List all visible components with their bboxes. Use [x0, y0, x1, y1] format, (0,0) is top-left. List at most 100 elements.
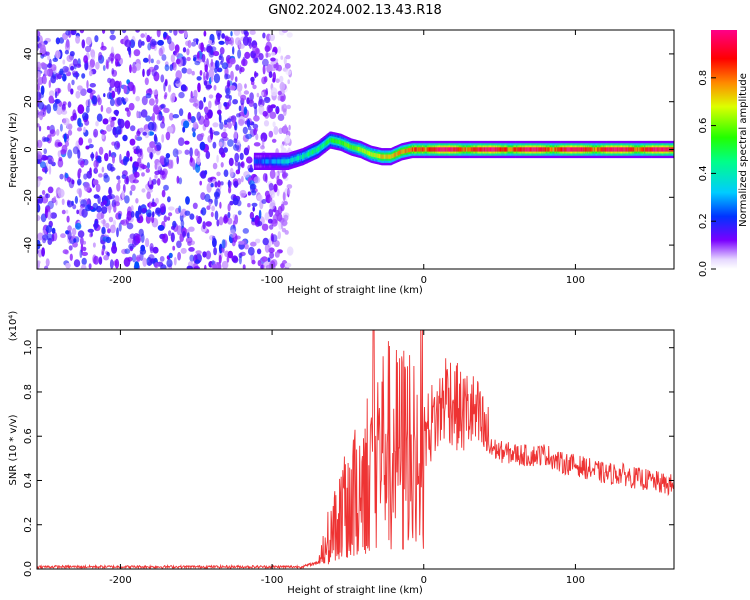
- heatmap-cell: [275, 209, 280, 217]
- heatmap-cell: [556, 147, 559, 152]
- heatmap-cell: [269, 111, 277, 120]
- heatmap-cell: [52, 57, 59, 63]
- heatmap-cell: [65, 30, 71, 36]
- heatmap-cell: [164, 92, 168, 98]
- heatmap-cell: [47, 186, 54, 194]
- colorbar-ticks: 0.0 0.2 0.4 0.6 0.8: [698, 70, 716, 277]
- heatmap-cell: [536, 147, 539, 152]
- heatmap-cell: [167, 196, 171, 203]
- heatmap-cell: [334, 138, 336, 143]
- heatmap-cell: [657, 147, 659, 152]
- heatmap-cell: [229, 85, 236, 91]
- heatmap-cell: [402, 149, 404, 154]
- heatmap-cell: [245, 133, 253, 140]
- heatmap-cell: [149, 184, 154, 190]
- heatmap-cell: [356, 146, 358, 151]
- heatmap-cell: [230, 115, 237, 123]
- heatmap-cell: [232, 143, 240, 151]
- heatmap-cell: [37, 123, 40, 128]
- heatmap-cell: [260, 159, 262, 164]
- heatmap-cell: [208, 94, 214, 99]
- heatmap-cell: [48, 58, 52, 68]
- heatmap-cell: [599, 147, 601, 152]
- heatmap-cell: [392, 153, 394, 158]
- heatmap-cell: [77, 85, 83, 91]
- heatmap-cell: [475, 147, 478, 152]
- heatmap-cell: [249, 92, 254, 101]
- heatmap-cell: [37, 232, 44, 241]
- heatmap-cell: [63, 133, 67, 143]
- heatmap-cell: [165, 34, 170, 40]
- heatmap-cell: [261, 91, 264, 97]
- heatmap-cell: [205, 250, 212, 260]
- heatmap-cell: [88, 144, 94, 149]
- heatmap-cell: [202, 221, 206, 230]
- heatmap-cell: [270, 104, 276, 109]
- heatmap-cell: [101, 251, 104, 256]
- heatmap-cell: [566, 147, 568, 152]
- heatmap-ylabel: Frequency (Hz): [8, 112, 19, 188]
- heatmap-cell: [64, 140, 69, 147]
- heatmap-cell: [87, 228, 95, 233]
- heatmap-cell: [95, 151, 98, 160]
- heatmap-cell: [81, 73, 86, 79]
- heatmap-cell: [291, 158, 293, 163]
- heatmap-cell: [90, 231, 94, 237]
- heatmap-cell: [275, 108, 280, 114]
- heatmap-cell: [212, 141, 217, 149]
- heatmap-cell: [401, 149, 403, 154]
- heatmap-cell: [323, 143, 325, 148]
- heatmap-cell: [251, 217, 256, 222]
- heatmap-cell: [212, 162, 218, 170]
- heatmap-cell: [92, 179, 99, 186]
- heatmap-cell: [551, 147, 553, 152]
- heatmap-cell: [162, 233, 169, 244]
- heatmap-cell: [147, 121, 155, 131]
- heatmap-cell: [285, 134, 291, 144]
- heatmap-cell: [621, 147, 623, 152]
- heatmap-cell: [210, 183, 214, 188]
- heatmap-cell: [103, 174, 110, 183]
- heatmap-cell: [194, 259, 201, 265]
- heatmap-cell: [95, 183, 101, 193]
- heatmap-cell: [135, 95, 140, 102]
- heatmap-cell: [174, 77, 181, 84]
- heatmap-cell: [280, 55, 284, 60]
- heatmap-cell: [547, 147, 550, 152]
- heatmap-cell: [194, 60, 201, 66]
- heatmap-cell: [277, 231, 281, 240]
- heatmap-cell: [381, 154, 383, 159]
- heatmap-cell: [111, 245, 118, 254]
- heatmap-cell: [124, 195, 130, 204]
- x-tick-label: -200: [109, 575, 132, 586]
- heatmap-cell: [279, 159, 281, 164]
- heatmap-cell: [172, 245, 176, 251]
- heatmap-cell: [363, 148, 365, 153]
- heatmap-cell: [204, 193, 211, 202]
- heatmap-cell: [180, 247, 187, 254]
- heatmap-cell: [234, 152, 240, 163]
- heatmap-cell: [269, 203, 275, 210]
- heatmap-cell: [240, 192, 244, 198]
- heatmap-cell: [307, 152, 309, 157]
- heatmap-cell: [319, 145, 321, 151]
- heatmap-cell: [277, 95, 281, 101]
- heatmap-cell: [272, 159, 274, 164]
- heatmap-cell: [168, 206, 175, 211]
- heatmap-cell: [128, 102, 135, 111]
- heatmap-cell: [256, 248, 262, 255]
- heatmap-cell: [141, 208, 148, 213]
- heatmap-cell: [136, 256, 141, 263]
- heatmap-cell: [189, 213, 195, 220]
- heatmap-cell: [37, 151, 43, 160]
- heatmap-cell: [249, 164, 253, 173]
- heatmap-cell: [386, 154, 388, 159]
- heatmap-cell: [121, 174, 127, 180]
- heatmap-cell: [631, 147, 633, 152]
- heatmap-cell: [253, 115, 260, 122]
- heatmap-cell: [268, 130, 274, 138]
- heatmap-cell: [54, 98, 61, 104]
- heatmap-cell: [214, 98, 218, 107]
- heatmap-cell: [280, 159, 282, 164]
